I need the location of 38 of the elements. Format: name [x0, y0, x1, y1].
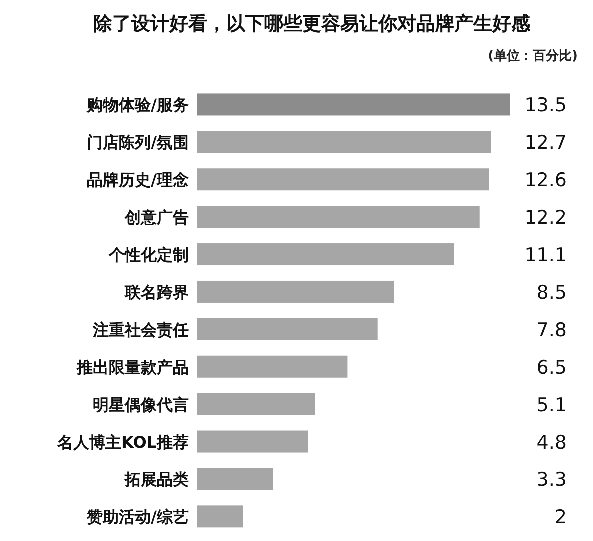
data-label: 4.8: [536, 432, 567, 454]
y-tick-label: 创意广告: [124, 208, 189, 228]
y-tick-label: 赞助活动/综艺: [86, 508, 189, 527]
data-label: 6.5: [536, 356, 567, 379]
bar: [197, 318, 378, 340]
bar: [197, 168, 490, 191]
chart-title: 除了设计好看，以下哪些更容易让你对品牌产生好感: [94, 13, 532, 35]
data-label: 8.5: [536, 282, 567, 304]
bar: [197, 468, 274, 490]
y-tick-label: 名人博主KOL推荐: [56, 432, 189, 452]
bar: [197, 280, 394, 303]
y-tick-label: 门店陈列/氛围: [87, 133, 189, 152]
y-tick-label: 明星偶像代言: [93, 395, 189, 414]
data-label: 12.6: [524, 170, 567, 192]
data-label: 7.8: [536, 319, 567, 342]
data-label: 12.7: [524, 132, 567, 154]
data-label: 11.1: [524, 244, 567, 267]
data-label: 13.5: [524, 94, 567, 117]
bar: [197, 356, 348, 378]
bar: [197, 94, 510, 116]
bar: [197, 506, 244, 528]
y-tick-label: 个性化定制: [108, 246, 189, 265]
y-tick-label: 品牌历史/理念: [87, 170, 189, 190]
data-label: 2: [554, 506, 567, 529]
bar: [197, 131, 492, 154]
chart-subtitle: (单位：百分比): [488, 48, 578, 64]
bar: [197, 393, 316, 416]
data-label: 12.2: [524, 207, 567, 230]
bar: [197, 244, 454, 266]
y-tick-label: 联名跨界: [124, 282, 189, 302]
data-label: 5.1: [536, 394, 567, 416]
bar: [197, 206, 480, 228]
y-tick-label: 拓展品类: [124, 470, 189, 490]
y-tick-label: 推出限量款产品: [76, 358, 189, 377]
y-tick-label: 购物体验/服务: [86, 96, 189, 115]
bar: [197, 430, 308, 453]
data-label: 3.3: [536, 469, 567, 492]
y-tick-label: 注重社会责任: [92, 320, 189, 340]
